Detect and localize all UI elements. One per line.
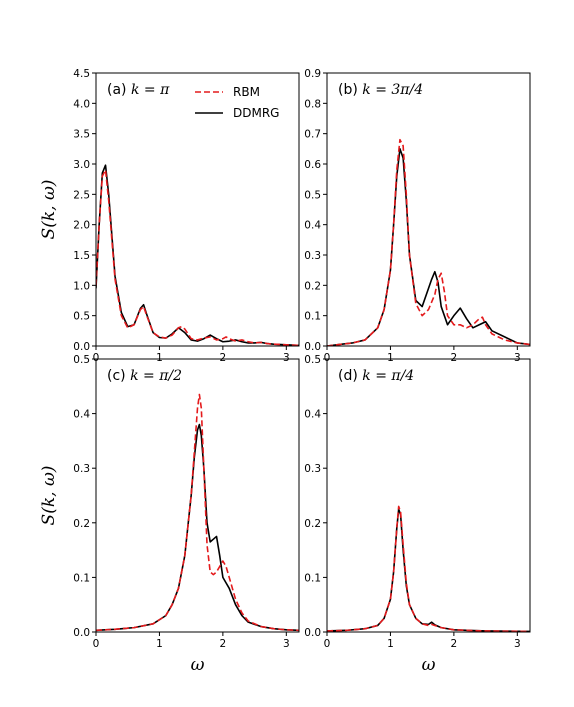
y-tick-label: 0.1 — [73, 572, 90, 584]
y-tick-label: 0.5 — [73, 354, 90, 366]
y-tick-label: 0.2 — [304, 280, 321, 292]
y-tick-label: 0.5 — [304, 189, 321, 201]
panel-title: (b) k = 3π/4 — [338, 82, 423, 98]
y-tick-label: 0.3 — [304, 250, 321, 262]
x-tick-label: 3 — [283, 352, 290, 364]
panel-a: 0 1 2 30.00.51.01.52.02.53.03.54.04.5(a) k … — [39, 68, 300, 364]
y-tick-label: 0.6 — [304, 159, 321, 171]
y-tick-label: 0.2 — [73, 518, 90, 530]
y-tick-label: 0.4 — [304, 220, 321, 232]
series-line-rbm — [96, 393, 299, 632]
y-tick-label: 0.7 — [304, 129, 321, 141]
x-tick-label: 1 — [156, 638, 163, 650]
x-tick-label: 0 — [324, 638, 331, 650]
y-axis-label: S(k, ω) — [39, 466, 59, 526]
panel-title: (a) k = π — [107, 82, 170, 98]
y-tick-label: 0.1 — [304, 572, 321, 584]
y-tick-label: 2.5 — [73, 189, 90, 201]
y-axis-label: S(k, ω) — [39, 180, 59, 240]
x-axis-label: ω — [422, 655, 436, 675]
y-tick-label: 0.5 — [304, 354, 321, 366]
axes-frame — [326, 72, 531, 347]
x-tick-label: 1 — [387, 638, 394, 650]
axes-frame — [95, 358, 300, 633]
y-tick-label: 0.8 — [304, 98, 321, 110]
x-tick-label: 2 — [451, 638, 458, 650]
series-group — [96, 393, 299, 632]
y-tick-label: 0.1 — [304, 311, 321, 323]
y-tick-label: 1.0 — [73, 280, 90, 292]
y-tick-label: 0.2 — [304, 518, 321, 530]
y-tick-label: 0.4 — [304, 409, 321, 421]
series-line-rbm — [96, 169, 299, 346]
x-tick-label: 2 — [220, 638, 227, 650]
y-tick-label: 0.9 — [304, 68, 321, 80]
x-tick-label: 1 — [156, 352, 163, 364]
legend-label-rbm: RBM — [233, 85, 260, 99]
x-tick-label: 0 — [324, 352, 331, 364]
y-tick-label: 2.0 — [73, 220, 90, 232]
legend: RBM DDMRG — [195, 85, 279, 120]
legend-label-ddmrg: DDMRG — [233, 106, 279, 120]
x-tick-label: 0 — [93, 352, 100, 364]
y-tick-label: 0.0 — [73, 627, 90, 639]
y-tick-label: 0.4 — [73, 409, 90, 421]
series-group — [327, 138, 530, 346]
series-group — [327, 505, 530, 632]
y-tick-label: 0.5 — [73, 311, 90, 323]
x-tick-label: 3 — [514, 352, 521, 364]
y-tick-label: 3.0 — [73, 159, 90, 171]
x-tick-label: 1 — [387, 352, 394, 364]
y-tick-label: 0.0 — [73, 341, 90, 353]
x-tick-label: 3 — [283, 638, 290, 650]
y-tick-label: 4.5 — [73, 68, 90, 80]
axes-frame — [326, 358, 531, 633]
x-tick-label: 3 — [514, 638, 521, 650]
series-group — [96, 164, 299, 346]
series-line-rbm — [327, 138, 530, 346]
y-tick-label: 0.0 — [304, 341, 321, 353]
panel-c: 0 1 2 3 0.0 0.1 0.2 0.3 0.4 0.5 (c) k = π/2 S(k, ω)… — [39, 354, 300, 675]
y-tick-label: 3.5 — [73, 129, 90, 141]
x-tick-label: 2 — [451, 352, 458, 364]
axes-frame — [95, 72, 300, 347]
series-line-rbm — [327, 505, 530, 632]
x-axis-label: ω — [191, 655, 205, 675]
y-tick-label: 1.5 — [73, 250, 90, 262]
x-tick-label: 0 — [93, 638, 100, 650]
x-tick-label: 2 — [220, 352, 227, 364]
panel-title: (c) k = π/2 — [107, 368, 182, 384]
panel-title: (d) k = π/4 — [338, 368, 414, 384]
panel-d: 0 1 2 3 0.0 0.1 0.2 0.3 0.4 0.5 (d) k = π/4 ω — [304, 354, 531, 675]
y-tick-label: 4.0 — [73, 98, 90, 110]
y-tick-label: 0.3 — [73, 463, 90, 475]
y-tick-label: 0.0 — [304, 627, 321, 639]
panel-b: 0 1 2 3 0.0 0.1 0.2 0.3 0.4 0.5 0.6 0.7 0.8 0.9 (b) k … — [304, 68, 531, 364]
y-tick-label: 0.3 — [304, 463, 321, 475]
